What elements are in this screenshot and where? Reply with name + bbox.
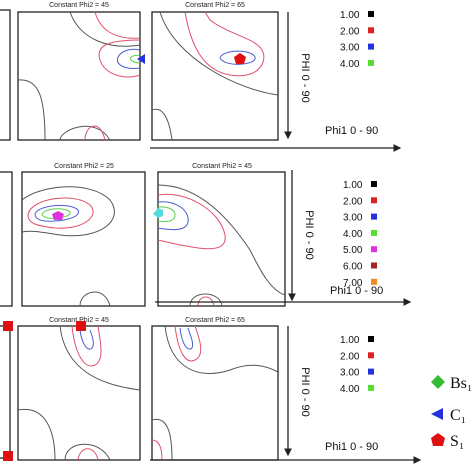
contour (84, 11, 141, 141)
contour (71, 325, 102, 461)
legend-label: 3.00 (340, 43, 360, 54)
legend-swatch (368, 11, 374, 17)
marker-label: C₁ (450, 407, 466, 424)
marker-bs1 (431, 375, 445, 389)
contour (157, 193, 226, 307)
contour (219, 50, 256, 65)
x-axis-label: Phi1 0 - 90 (325, 441, 378, 453)
x-axis-label: Phi1 0 - 90 (325, 125, 378, 137)
panel-title: Constant Phi2 = 45 (49, 317, 109, 324)
legend-swatch (371, 229, 377, 236)
panel-frame (0, 171, 13, 307)
marker-c1 (431, 408, 443, 420)
legend: 1.00 2.00 3.00 4.00 5.00 6.00 7.00 (343, 180, 377, 289)
y-axis-label: PHI 0 - 90 (299, 367, 311, 417)
contour (184, 11, 265, 77)
contour (34, 204, 79, 222)
contour (157, 206, 176, 222)
legend-swatch (368, 43, 374, 50)
legend-label: 2.00 (343, 196, 363, 207)
legend-label: 7.00 (343, 278, 363, 289)
marker-c1 (137, 54, 145, 64)
contour (129, 54, 141, 64)
row-2: Constant Phi2 = 25 Constant Phi2 = 45 PH… (0, 163, 412, 307)
panel-title: Constant Phi2 = 45 (192, 163, 252, 170)
legend-swatch (371, 246, 377, 253)
legend-label: 1.00 (340, 335, 360, 346)
row-1: Constant Phi2 = 45 Constant Phi2 = 65 PH… (0, 2, 402, 152)
legend-label: 6.00 (343, 262, 363, 273)
marker-s1 (234, 53, 246, 64)
marker-label: Bs₁ (450, 375, 472, 392)
panel-frame (157, 171, 286, 307)
legend-swatch (368, 27, 374, 34)
contour (179, 327, 193, 350)
panel-frame (21, 171, 146, 307)
legend-swatch (371, 278, 377, 285)
legend: 1.00 2.00 3.00 4.00 (340, 10, 374, 70)
contour (21, 186, 115, 307)
legend-swatch (371, 197, 377, 204)
legend-swatch (368, 352, 374, 359)
legend-swatch (371, 262, 377, 269)
panel-frame (17, 11, 141, 141)
legend-swatch (368, 384, 374, 391)
marker-s1 (431, 433, 445, 446)
legend-swatch (371, 213, 377, 220)
legend-label: 1.00 (340, 10, 360, 21)
marker-label: S₁ (450, 433, 464, 450)
marker-s1 (3, 451, 13, 461)
legend-label: 4.00 (343, 229, 363, 240)
panel-frame (0, 9, 11, 141)
legend-swatch (368, 368, 374, 375)
panel-title: Constant Phi2 = 45 (49, 2, 109, 9)
legend-label: 1.00 (343, 180, 363, 191)
legend-label: 5.00 (343, 245, 363, 256)
legend-label: 3.00 (340, 368, 360, 379)
legend-swatch (368, 59, 374, 66)
contour (79, 329, 94, 350)
y-axis-label: PHI 0 - 90 (303, 210, 315, 260)
panel-frame (151, 11, 279, 141)
y-axis-label: PHI 0 - 90 (299, 53, 311, 103)
contour (157, 201, 189, 231)
legend-label: 3.00 (343, 213, 363, 224)
panel-frame (17, 325, 141, 461)
panel-frame (0, 325, 11, 459)
legend-label: 2.00 (340, 26, 360, 37)
row-3: Constant Phi2 = 45 Constant Phi2 = 65 PH… (0, 317, 472, 464)
contour (151, 11, 279, 141)
panel-title: Constant Phi2 = 65 (185, 317, 245, 324)
marker-s1 (76, 321, 86, 331)
contour (151, 325, 279, 461)
panel-title: Constant Phi2 = 65 (185, 2, 245, 9)
contour (116, 48, 141, 69)
legend: 1.00 2.00 3.00 4.00 (340, 335, 374, 395)
marker (52, 211, 64, 220)
contour (151, 325, 202, 461)
panel-title: Constant Phi2 = 25 (54, 163, 114, 170)
contour (17, 325, 141, 461)
marker-s1 (3, 321, 13, 331)
legend-label: 4.00 (340, 59, 360, 70)
contour (17, 11, 141, 141)
contour (27, 197, 94, 229)
x-axis-label: Phi1 0 - 90 (330, 285, 383, 297)
marker (153, 208, 163, 218)
legend-swatch (368, 336, 374, 342)
legend-label: 4.00 (340, 384, 360, 395)
legend-label: 2.00 (340, 351, 360, 362)
legend-swatch (371, 181, 377, 187)
